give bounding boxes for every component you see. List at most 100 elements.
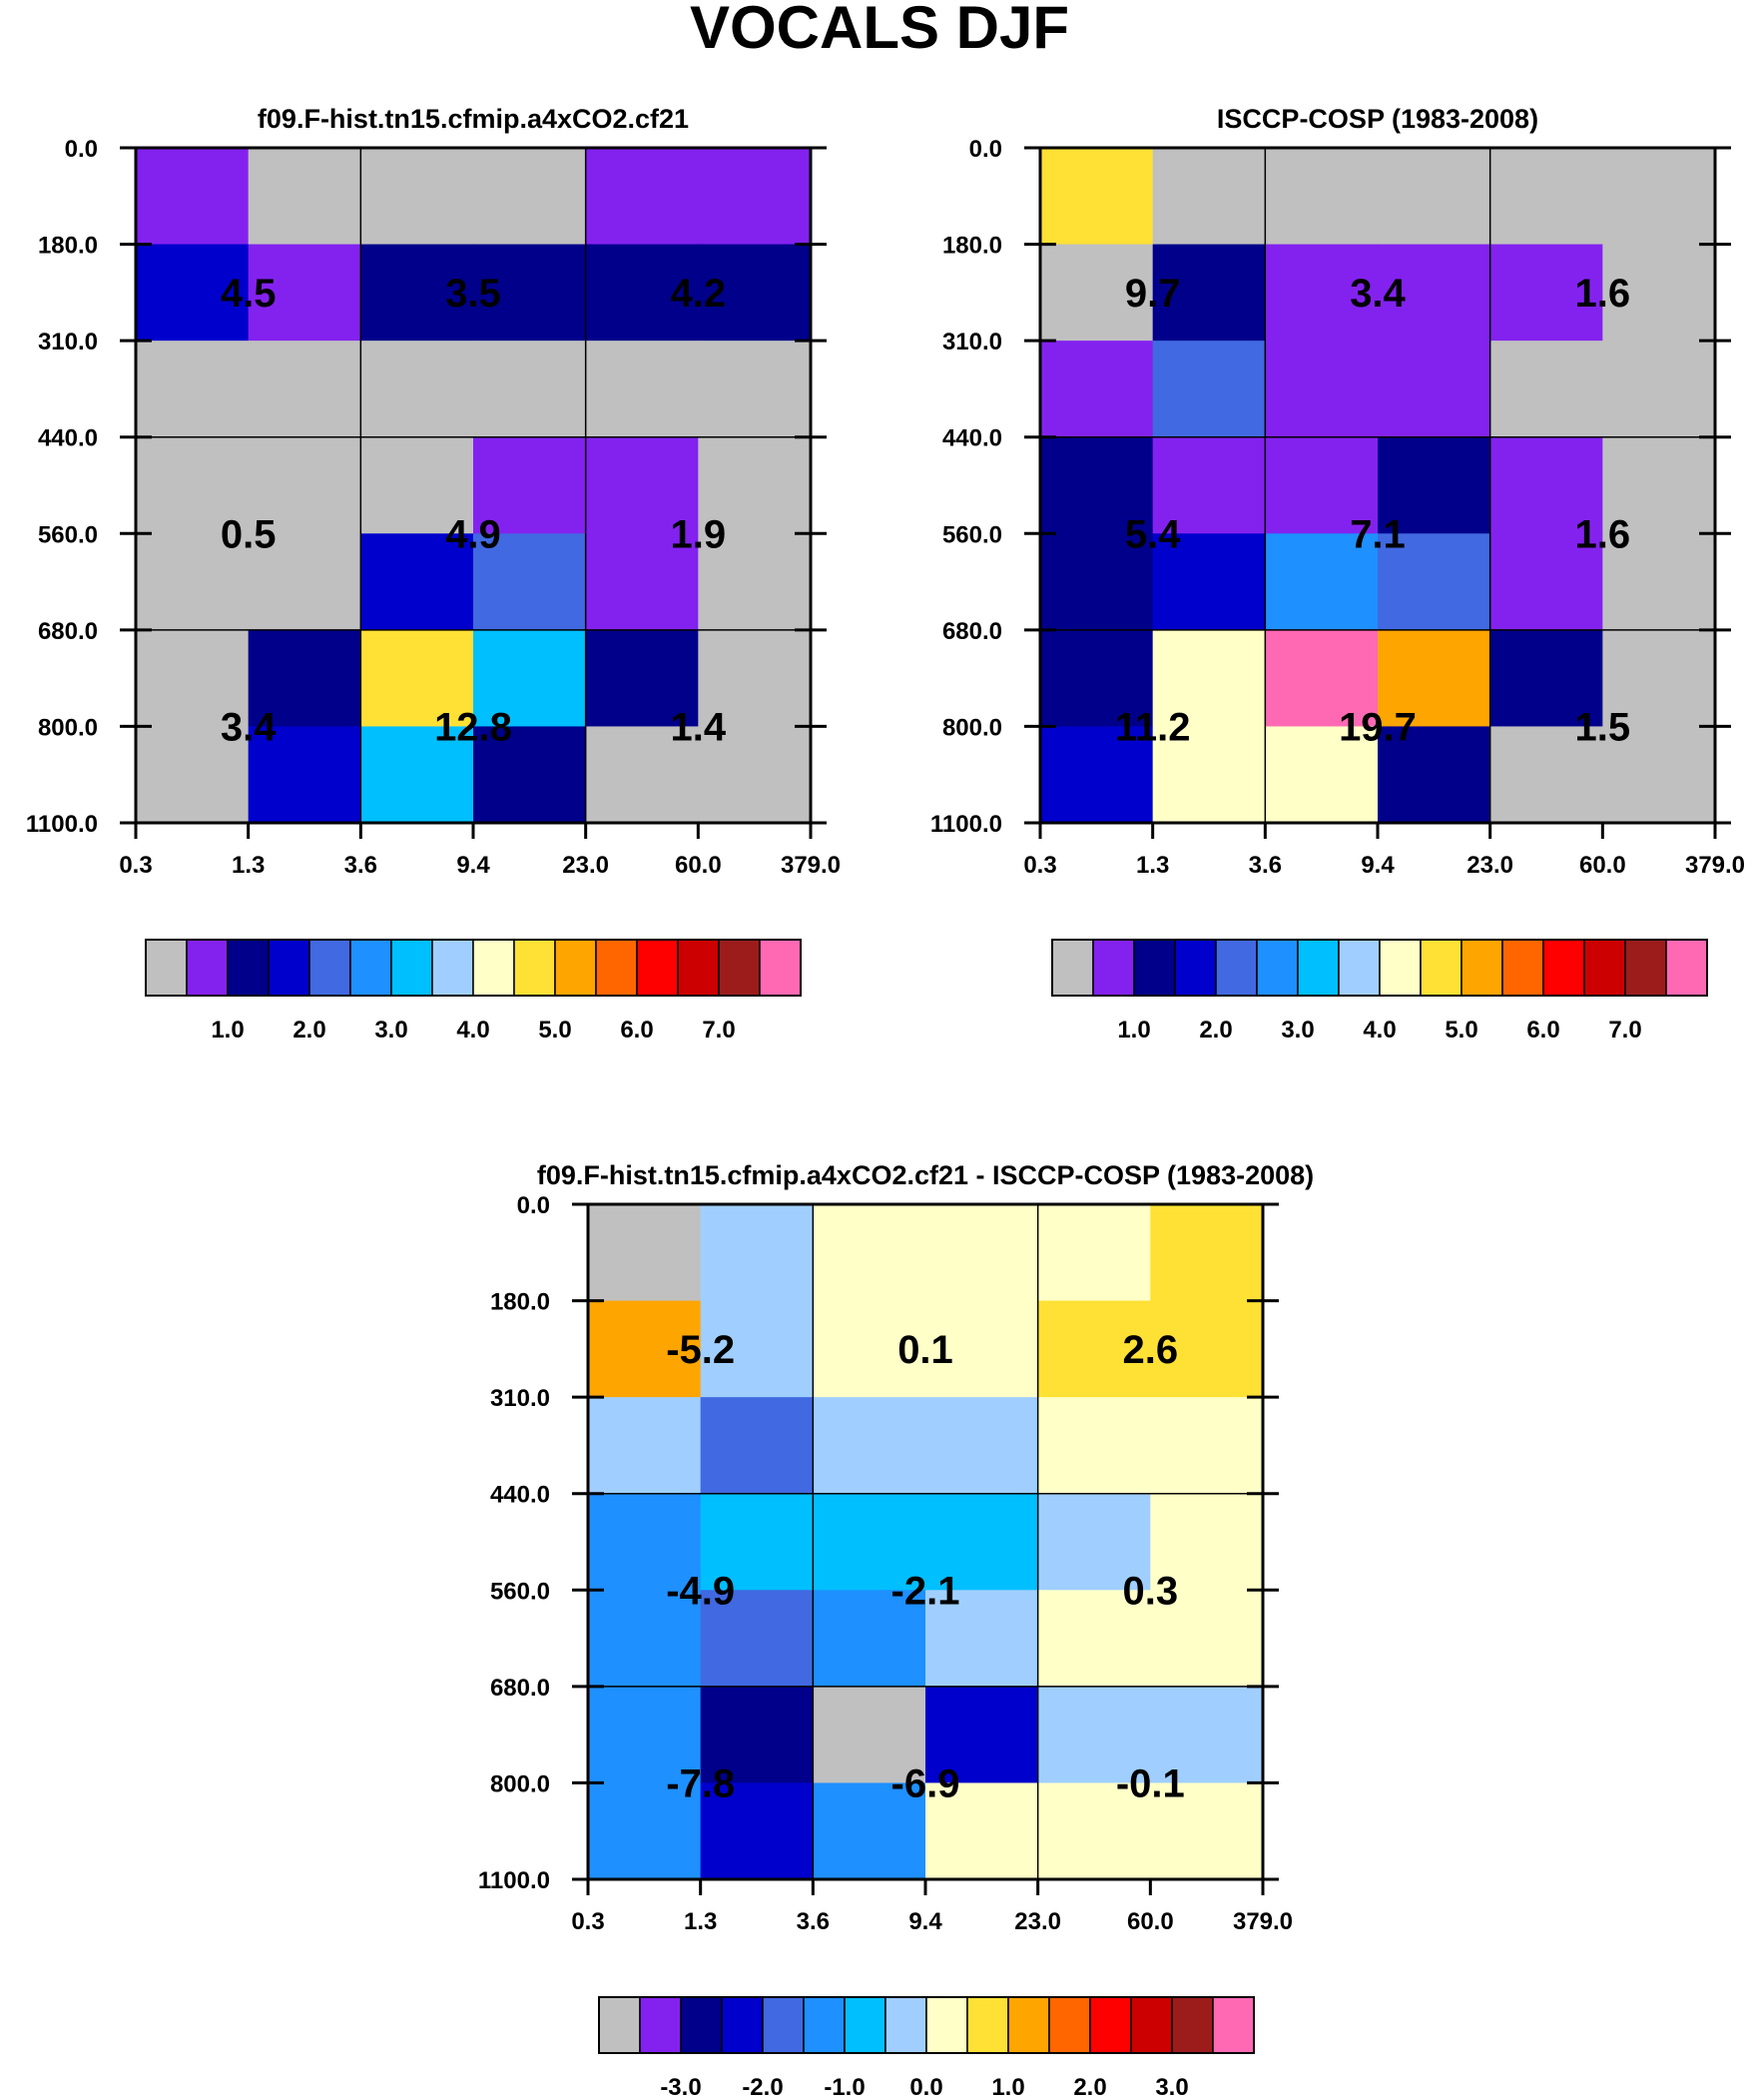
- heatmap-cell: [1037, 1782, 1151, 1880]
- colorbar-swatch: [639, 1996, 682, 2054]
- heatmap-cell: [700, 1300, 814, 1398]
- heatmap-cell: [588, 1204, 702, 1302]
- cell-value-label: -7.8: [666, 1761, 735, 1805]
- colorbar-label: 2.0: [293, 1017, 325, 1044]
- x-tick-label: 3.6: [1249, 852, 1282, 879]
- y-tick-label: 180.0: [490, 1289, 550, 1316]
- colorbar-swatch: [1420, 939, 1463, 997]
- colorbar-swatch: [145, 939, 188, 997]
- heatmap-cell: [1037, 1397, 1151, 1495]
- y-tick-label: 560.0: [490, 1578, 550, 1605]
- heatmap-cell: [360, 148, 474, 246]
- colorbar-label: 5.0: [1445, 1017, 1477, 1044]
- heatmap-cell: [360, 726, 474, 824]
- heatmap-cell: [700, 1397, 814, 1495]
- cell-value-label: 3.4: [221, 705, 277, 749]
- colorbar-label: -3.0: [660, 2074, 701, 2100]
- panel-3: f09.F-hist.tn15.cfmip.a4xCO2.cf21 - ISCC…: [478, 1160, 1314, 2100]
- colorbar-swatch: [721, 1996, 764, 2054]
- heatmap-cell: [473, 244, 587, 342]
- colorbar-swatch: [554, 939, 597, 997]
- colorbar-label: 7.0: [702, 1017, 735, 1044]
- heatmap-cell: [473, 533, 587, 631]
- colorbar-swatch: [595, 939, 638, 997]
- x-tick-label: 3.6: [797, 1908, 830, 1935]
- colorbar-swatch: [472, 939, 515, 997]
- panel-1: f09.F-hist.tn15.cfmip.a4xCO2.cf21 0.0 180.…: [26, 104, 841, 1044]
- heatmap-cell: [1150, 1590, 1264, 1688]
- figure-title: VOCALS DJF: [690, 0, 1069, 61]
- colorbar-frame: [1051, 939, 1708, 997]
- heatmap-cell: [698, 148, 812, 246]
- colorbar-swatch: [186, 939, 229, 997]
- colorbar-swatch: [598, 1996, 641, 2054]
- y-tick-label: 800.0: [942, 714, 1002, 741]
- colorbar-swatch: [1215, 939, 1258, 997]
- cell-value-label: 1.6: [1575, 512, 1631, 556]
- x-tick-label: 60.0: [675, 852, 722, 879]
- heatmap-cell: [1152, 148, 1266, 246]
- colorbar-swatch: [1379, 939, 1422, 997]
- cell-value-label: 11.2: [1115, 705, 1191, 749]
- heatmap-cell: [1265, 244, 1379, 342]
- colorbar-swatch: [762, 1996, 805, 2054]
- y-tick-label: 800.0: [38, 714, 98, 741]
- heatmap-cell: [1489, 726, 1603, 824]
- heatmap-cell: [1150, 1493, 1264, 1591]
- y-tick-label: 440.0: [490, 1482, 550, 1509]
- heatmap-cell: [698, 244, 812, 342]
- cell-value-label: 0.3: [1123, 1569, 1179, 1613]
- colorbar-swatch: [1092, 939, 1135, 997]
- heatmap-cell: [585, 436, 699, 534]
- heatmap-cell: [1040, 148, 1154, 246]
- heatmap-cell: [588, 1397, 702, 1495]
- colorbar-swatch: [1256, 939, 1299, 997]
- y-tick-label: 180.0: [38, 233, 98, 260]
- x-tick-label: 9.4: [1361, 852, 1395, 879]
- panel-title: ISCCP-COSP (1983-2008): [1217, 104, 1538, 134]
- cell-value-label: -4.9: [666, 1569, 735, 1613]
- y-tick-label: 680.0: [490, 1675, 550, 1702]
- colorbar-swatch: [1583, 939, 1626, 997]
- colorbar-swatch: [349, 939, 392, 997]
- x-tick-label: 1.3: [684, 1908, 717, 1935]
- heatmap-cell: [813, 1300, 926, 1398]
- heatmap-cell: [1040, 629, 1154, 728]
- heatmap-cell: [248, 726, 361, 824]
- colorbar-swatch: [1051, 939, 1094, 997]
- cell-value-label: 4.5: [221, 272, 277, 316]
- heatmap-cell: [1602, 726, 1716, 824]
- heatmap-cell: [925, 1493, 1039, 1591]
- y-tick-label: 440.0: [38, 425, 98, 452]
- y-tick-label: 440.0: [942, 425, 1002, 452]
- y-tick-label: 0.0: [65, 136, 98, 163]
- heatmap-cell: [473, 726, 587, 824]
- y-tick-label: 1100.0: [478, 1867, 550, 1894]
- cell-value-label: 0.5: [221, 512, 277, 556]
- heatmap-cell: [136, 533, 250, 631]
- colorbar-label: 6.0: [620, 1017, 653, 1044]
- heatmap-cell: [700, 1204, 814, 1302]
- heatmap-cell: [248, 244, 361, 342]
- heatmap-cell: [1152, 341, 1266, 438]
- x-tick-label: 60.0: [1579, 852, 1626, 879]
- colorbar-frame: [598, 1996, 1255, 2054]
- heatmap-cell: [1602, 629, 1716, 728]
- heatmap-cell: [136, 244, 250, 342]
- colorbar-swatch: [1338, 939, 1381, 997]
- cell-value-label: 5.4: [1125, 512, 1181, 556]
- heatmap-cell: [1489, 341, 1603, 438]
- colorbar-swatch: [1130, 1996, 1173, 2054]
- panel-2: ISCCP-COSP (1983-2008) 0.0 180.0 310.0 440.0…: [930, 104, 1745, 1044]
- colorbar-label: 4.0: [1363, 1017, 1396, 1044]
- heatmap-cell: [1489, 629, 1603, 728]
- heatmap-cell: [585, 244, 699, 342]
- heatmap-cell: [360, 436, 474, 534]
- heatmap-cell: [700, 1590, 814, 1688]
- y-tick-label: 180.0: [942, 233, 1002, 260]
- heatmap-cell: [248, 436, 361, 534]
- colorbar-swatch: [718, 939, 761, 997]
- heatmap-cell: [1378, 533, 1491, 631]
- heatmap-cell: [1037, 1686, 1151, 1784]
- x-tick-label: 60.0: [1127, 1908, 1174, 1935]
